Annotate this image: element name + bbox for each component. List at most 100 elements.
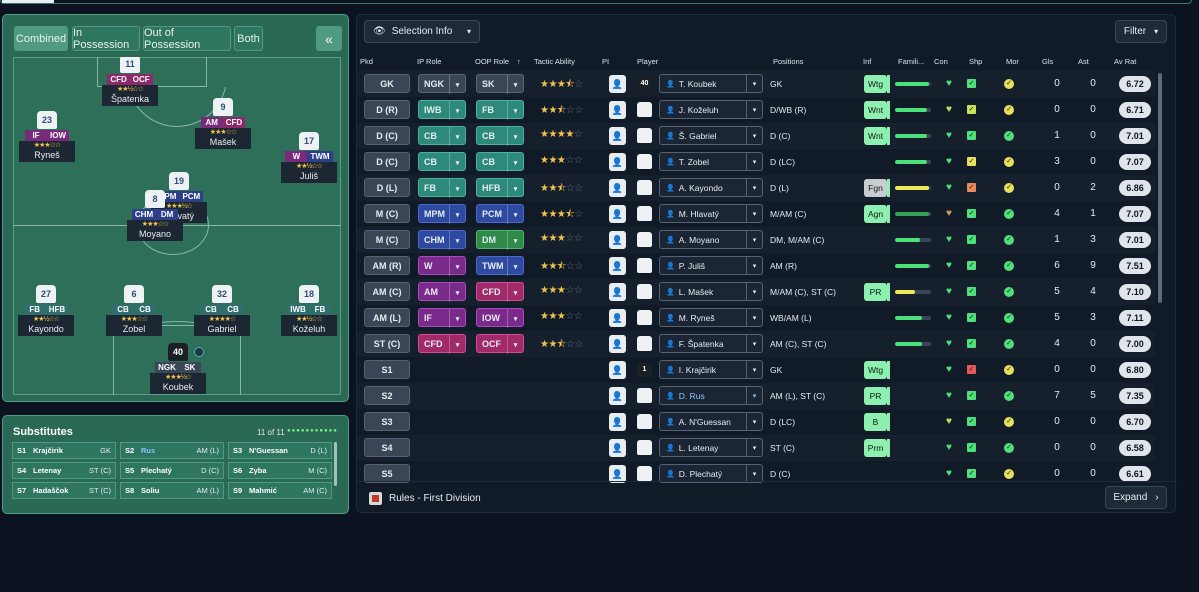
- table-row[interactable]: GK NGK ▾ SK ▾ ★★★⯪☆ 👤 40 👤 T. Koubek ▾ GK Wtg ♥ ✓ ✓ 0 0 6.…: [357, 71, 1155, 97]
- position-picked-button[interactable]: D (R): [364, 100, 410, 119]
- filter-button[interactable]: Filter ▾: [1115, 20, 1167, 43]
- ip-role-dropdown[interactable]: CHM ▾: [418, 230, 466, 250]
- view-mode-both[interactable]: Both: [234, 26, 263, 51]
- player-select-dropdown[interactable]: 👤 Š. Gabriel ▾: [659, 126, 763, 145]
- table-row[interactable]: D (C) CB ▾ CB ▾ ★★★☆☆ 👤 👤 T. Zobel ▾ D (LC) ♥ ✓ ✓ 3 0 7.…: [357, 149, 1155, 175]
- col-header-gls[interactable]: Gls: [1042, 57, 1054, 66]
- col-header-con[interactable]: Con: [934, 57, 948, 66]
- oop-role-dropdown[interactable]: FB ▾: [476, 100, 524, 120]
- ip-role-dropdown[interactable]: NGK ▾: [418, 74, 466, 94]
- player-instructions-button[interactable]: 👤: [609, 231, 626, 249]
- pitch-player-40[interactable]: 40 NGK SK ★★★½☆ Koubek: [148, 343, 208, 394]
- table-row[interactable]: S1 👤 1 👤 I. Krajčirik ▾ GK Wtg ♥ ✓ ✓ 0 0 6.80: [357, 357, 1155, 383]
- col-header-ip-role[interactable]: IP Role: [417, 57, 442, 66]
- player-select-dropdown[interactable]: 👤 J. Koželuh ▾: [659, 100, 763, 119]
- ip-role-dropdown[interactable]: CB ▾: [418, 152, 466, 172]
- position-picked-button[interactable]: AM (C): [364, 282, 410, 301]
- expand-button[interactable]: Expand ›: [1105, 486, 1167, 509]
- player-select-dropdown[interactable]: 👤 I. Krajčirik ▾: [659, 360, 763, 379]
- table-row[interactable]: AM (R) W ▾ TWM ▾ ★★⯪☆☆ 👤 👤 P. Juliš ▾ AM (R) ♥ ✓ ✓ 6 9 7…: [357, 253, 1155, 279]
- position-picked-button[interactable]: M (C): [364, 230, 410, 249]
- player-select-dropdown[interactable]: 👤 M. Hlavatý ▾: [659, 204, 763, 223]
- oop-role-dropdown[interactable]: HFB ▾: [476, 178, 524, 198]
- player-instructions-button[interactable]: 👤: [609, 205, 626, 223]
- player-select-dropdown[interactable]: 👤 M. Ryneš ▾: [659, 308, 763, 327]
- player-instructions-button[interactable]: 👤: [609, 309, 626, 327]
- selection-info-dropdown[interactable]: 👁 Selection Info ▾: [364, 20, 480, 43]
- table-scrollbar[interactable]: [1158, 73, 1162, 303]
- player-select-dropdown[interactable]: 👤 A. Kayondo ▾: [659, 178, 763, 197]
- oop-role-dropdown[interactable]: OCF ▾: [476, 334, 524, 354]
- table-row[interactable]: AM (C) AM ▾ CFD ▾ ★★★☆☆ 👤 👤 L. Mašek ▾ M/AM (C), S…: [357, 279, 1155, 305]
- col-header-oop-role[interactable]: OOP Role: [475, 57, 510, 66]
- player-instructions-button[interactable]: 👤: [609, 179, 626, 197]
- player-select-dropdown[interactable]: 👤 L. Letenay ▾: [659, 438, 763, 457]
- pitch-player-32[interactable]: 32 CB CB ★★★★☆ Gabriel: [192, 285, 252, 336]
- sub-slot-s2[interactable]: S2 Rus AM (L): [120, 442, 224, 459]
- player-instructions-button[interactable]: 👤: [609, 283, 626, 301]
- pitch-player-6[interactable]: 6 CB CB ★★★☆☆ Zobel: [104, 285, 164, 336]
- col-header-mor[interactable]: Mor: [1006, 57, 1019, 66]
- col-header-pkd[interactable]: Pkd: [360, 57, 373, 66]
- player-instructions-button[interactable]: 👤: [609, 465, 626, 483]
- position-picked-button[interactable]: D (L): [364, 178, 410, 197]
- position-picked-button[interactable]: AM (R): [364, 256, 410, 275]
- table-row[interactable]: D (R) IWB ▾ FB ▾ ★★⯪☆☆ 👤 👤 J. Koželuh ▾ D/WB (R) Wn…: [357, 97, 1155, 123]
- position-picked-button[interactable]: ST (C): [364, 334, 410, 353]
- ip-role-dropdown[interactable]: IWB ▾: [418, 100, 466, 120]
- player-select-dropdown[interactable]: 👤 P. Juliš ▾: [659, 256, 763, 275]
- player-instructions-button[interactable]: 👤: [609, 361, 626, 379]
- player-instructions-button[interactable]: 👤: [609, 387, 626, 405]
- oop-role-dropdown[interactable]: CB ▾: [476, 152, 524, 172]
- collapse-panel-button[interactable]: «: [316, 26, 342, 51]
- table-row[interactable]: M (C) MPM ▾ PCM ▾ ★★★⯪☆ 👤 👤 M. Hlavatý ▾ M/AM (C) A…: [357, 201, 1155, 227]
- ip-role-dropdown[interactable]: MPM ▾: [418, 204, 466, 224]
- ip-role-dropdown[interactable]: W ▾: [418, 256, 466, 276]
- player-instructions-button[interactable]: 👤: [609, 127, 626, 145]
- table-row[interactable]: S5 👤 👤 D. Plechatý ▾ D (C) ♥ ✓ ✓ 0 0 6.61: [357, 461, 1155, 485]
- player-select-dropdown[interactable]: 👤 D. Rus ▾: [659, 386, 763, 405]
- player-instructions-button[interactable]: 👤: [609, 439, 626, 457]
- oop-role-dropdown[interactable]: IOW ▾: [476, 308, 524, 328]
- ip-role-dropdown[interactable]: IF ▾: [418, 308, 466, 328]
- ip-role-dropdown[interactable]: FB ▾: [418, 178, 466, 198]
- col-header-positions[interactable]: Positions: [773, 57, 804, 66]
- sub-slot-s8[interactable]: S8 Soliu AM (L): [120, 482, 224, 499]
- col-header-player[interactable]: Player: [637, 57, 659, 66]
- view-mode-combined[interactable]: Combined: [14, 26, 68, 51]
- sub-slot-s1[interactable]: S1 Krajčirik GK: [12, 442, 116, 459]
- oop-role-dropdown[interactable]: TWM ▾: [476, 256, 524, 276]
- pitch-player-17[interactable]: 17 W TWM ★★½☆☆ Juliš: [279, 132, 339, 183]
- ip-role-dropdown[interactable]: AM ▾: [418, 282, 466, 302]
- table-row[interactable]: D (C) CB ▾ CB ▾ ★★★★☆ 👤 👤 Š. Gabriel ▾ D (C) Wnt ♥ ✓ ✓…: [357, 123, 1155, 149]
- col-header-shp[interactable]: Shp: [969, 57, 983, 66]
- player-instructions-button[interactable]: 👤: [609, 101, 626, 119]
- position-picked-button[interactable]: S1: [364, 360, 410, 379]
- player-select-dropdown[interactable]: 👤 T. Koubek ▾: [659, 74, 763, 93]
- col-header-tactic-ability[interactable]: Tactic Ability: [534, 57, 575, 66]
- table-row[interactable]: AM (L) IF ▾ IOW ▾ ★★★☆☆ 👤 👤 M. Ryneš ▾ WB/AM (L) ♥ ✓…: [357, 305, 1155, 331]
- oop-role-dropdown[interactable]: PCM ▾: [476, 204, 524, 224]
- player-instructions-button[interactable]: 👤: [609, 413, 626, 431]
- player-select-dropdown[interactable]: 👤 L. Mašek ▾: [659, 282, 763, 301]
- position-picked-button[interactable]: D (C): [364, 126, 410, 145]
- col-header-inf[interactable]: Inf: [863, 57, 872, 66]
- table-row[interactable]: M (C) CHM ▾ DM ▾ ★★★☆☆ 👤 👤 A. Moyano ▾ DM, M/AM (C…: [357, 227, 1155, 253]
- table-row[interactable]: S3 👤 👤 A. N'Guessan ▾ D (LC) B ♥ ✓ ✓ 0 0 6.70: [357, 409, 1155, 435]
- position-picked-button[interactable]: S2: [364, 386, 410, 405]
- position-picked-button[interactable]: AM (L): [364, 308, 410, 327]
- ip-role-dropdown[interactable]: CFD ▾: [418, 334, 466, 354]
- pitch-player-9[interactable]: 9 AM CFD ★★★☆☆ Mašek: [193, 98, 253, 149]
- oop-role-dropdown[interactable]: DM ▾: [476, 230, 524, 250]
- oop-role-dropdown[interactable]: SK ▾: [476, 74, 524, 94]
- player-select-dropdown[interactable]: 👤 A. Moyano ▾: [659, 230, 763, 249]
- sub-slot-s3[interactable]: S3 N'Guessan D (L): [228, 442, 332, 459]
- view-mode-out-of-possession[interactable]: Out of Possession: [143, 26, 231, 51]
- col-header-pi[interactable]: PI: [602, 57, 610, 66]
- player-select-dropdown[interactable]: 👤 A. N'Guessan ▾: [659, 412, 763, 431]
- oop-role-dropdown[interactable]: CFD ▾: [476, 282, 524, 302]
- player-select-dropdown[interactable]: 👤 F. Špatenka ▾: [659, 334, 763, 353]
- pitch-player-23[interactable]: 23 IF IOW ★★★☆☆ Ryneš: [17, 111, 77, 162]
- position-picked-button[interactable]: S5: [364, 464, 410, 483]
- substitutes-scrollbar[interactable]: [334, 442, 337, 486]
